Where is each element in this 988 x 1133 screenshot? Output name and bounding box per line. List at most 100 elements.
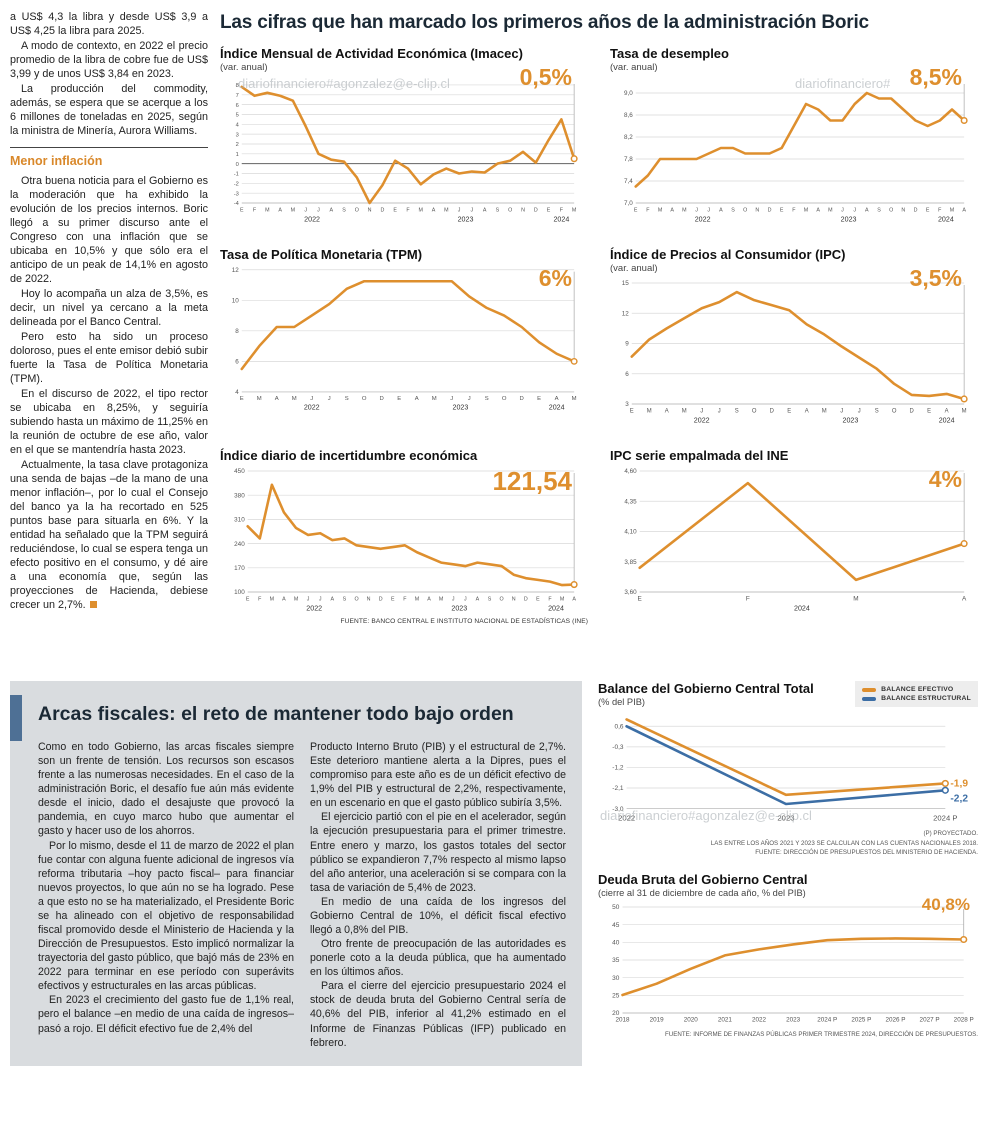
svg-text:20: 20: [612, 1010, 620, 1017]
svg-text:J: J: [307, 596, 310, 602]
svg-text:O: O: [743, 207, 747, 213]
svg-text:2022: 2022: [304, 405, 320, 412]
paragraph: Como en todo Gobierno, las arcas fiscale…: [38, 741, 294, 838]
svg-text:15: 15: [622, 280, 629, 287]
svg-text:8: 8: [235, 328, 239, 335]
paragraph: Actualmente, la tasa clave protagoniza u…: [10, 459, 208, 612]
svg-text:9,0: 9,0: [624, 90, 633, 97]
svg-text:M: M: [647, 408, 652, 414]
chart-imacec: Índice Mensual de Actividad Económica (I…: [220, 46, 588, 227]
svg-text:N: N: [521, 207, 525, 213]
svg-text:2022: 2022: [618, 814, 635, 823]
svg-text:M: M: [292, 396, 297, 402]
svg-text:J: J: [319, 596, 322, 602]
svg-text:J: J: [695, 207, 698, 213]
svg-text:J: J: [317, 207, 320, 213]
svg-text:J: J: [840, 408, 843, 414]
legend-item-estructural: BALANCE ESTRUCTURAL: [862, 695, 971, 702]
svg-text:-1: -1: [234, 172, 239, 178]
svg-text:J: J: [458, 207, 461, 213]
charts-grid: Índice Mensual de Actividad Económica (I…: [220, 46, 978, 625]
paragraph: En medio de una caída de los ingresos de…: [310, 895, 566, 937]
chart-title: Índice Mensual de Actividad Económica (I…: [220, 46, 523, 61]
svg-text:F: F: [258, 596, 262, 602]
svg-text:5: 5: [236, 113, 239, 119]
legend-item-efectivo: BALANCE EFECTIVO: [862, 686, 971, 693]
svg-text:A: A: [719, 207, 723, 213]
chart-legend: BALANCE EFECTIVO BALANCE ESTRUCTURAL: [855, 681, 978, 707]
svg-text:E: E: [246, 596, 250, 602]
chart-highlight-value: 40,8%: [921, 894, 970, 914]
svg-text:J: J: [718, 408, 721, 414]
svg-text:-2: -2: [234, 182, 239, 188]
svg-text:E: E: [537, 396, 541, 402]
article-intro: a US$ 4,3 la libra y desde US$ 3,9 a US$…: [10, 10, 208, 138]
svg-text:O: O: [362, 396, 367, 402]
svg-text:E: E: [536, 596, 540, 602]
legend-label: BALANCE ESTRUCTURAL: [881, 695, 971, 702]
svg-text:A: A: [962, 595, 967, 602]
chart-incertidumbre: Índice diario de incertidumbre económica…: [220, 448, 588, 625]
svg-text:-1,2: -1,2: [612, 765, 624, 772]
svg-text:2024: 2024: [548, 604, 564, 612]
chart-title: Balance del Gobierno Central Total: [598, 681, 814, 696]
svg-text:E: E: [787, 408, 791, 414]
svg-text:O: O: [355, 207, 359, 213]
svg-text:M: M: [560, 596, 565, 602]
svg-text:A: A: [483, 207, 487, 213]
svg-text:M: M: [658, 207, 663, 213]
svg-text:2024 P: 2024 P: [933, 814, 957, 823]
charts-section: Las cifras que han marcado los primeros …: [220, 10, 978, 625]
svg-text:J: J: [707, 207, 710, 213]
svg-text:40: 40: [612, 939, 620, 946]
chart-highlight-value: 3,5%: [909, 265, 962, 291]
chart-title: Tasa de desempleo: [610, 46, 729, 61]
chart-ipc-ine: IPC serie empalmada del INE 4% 4,60 4,35 4…: [610, 448, 978, 625]
svg-text:F: F: [253, 207, 257, 213]
top-section: a US$ 4,3 la libra y desde US$ 3,9 a US$…: [0, 0, 988, 625]
paragraph: Para el cierre del ejercicio presupuesta…: [310, 980, 566, 1049]
arcas-column-1: Como en todo Gobierno, las arcas fiscale…: [38, 740, 294, 1050]
svg-text:A: A: [275, 396, 279, 402]
svg-text:S: S: [496, 207, 500, 213]
svg-text:8,2: 8,2: [624, 134, 633, 141]
svg-text:S: S: [345, 396, 349, 402]
svg-text:2022: 2022: [306, 604, 322, 612]
svg-text:O: O: [892, 408, 897, 414]
svg-text:-3,0: -3,0: [612, 806, 624, 813]
paragraph: Otro frente de preocupación de las autor…: [310, 938, 566, 979]
svg-text:J: J: [858, 408, 861, 414]
paragraph: La producción del commodity, además, se …: [10, 83, 208, 138]
chart-highlight-value: 6%: [538, 265, 572, 291]
svg-text:2023: 2023: [458, 215, 474, 223]
svg-text:A: A: [572, 596, 576, 602]
svg-text:M: M: [291, 207, 296, 213]
svg-text:E: E: [780, 207, 784, 213]
svg-text:E: E: [240, 396, 244, 402]
svg-text:A: A: [282, 596, 286, 602]
paragraph: Por lo mismo, desde el 11 de marzo de 20…: [38, 839, 294, 993]
svg-text:2024 P: 2024 P: [817, 1016, 837, 1023]
svg-text:M: M: [822, 408, 827, 414]
line-chart-desempleo: 9,0 8,6 8,2 7,8 7,4 7,0 E F M A M J J A S O N D E F M A M J J A S O…: [610, 75, 978, 227]
svg-text:N: N: [755, 207, 759, 213]
svg-text:M: M: [682, 207, 687, 213]
svg-text:A: A: [865, 207, 869, 213]
chart-tpm: Tasa de Política Monetaria (TPM) 6% 12 10…: [220, 247, 588, 428]
svg-text:F: F: [406, 207, 410, 213]
svg-text:A: A: [278, 207, 282, 213]
article-subhead: Menor inflación: [10, 147, 208, 169]
svg-text:-1,9: -1,9: [950, 779, 968, 790]
svg-text:J: J: [304, 207, 307, 213]
svg-text:8,6: 8,6: [624, 112, 633, 119]
svg-text:2023: 2023: [453, 405, 469, 412]
line-chart-balance: 0,6 -0,3 -1,2 -2,1 -3,0 2022 2023 2024 P -1,9 -2,…: [598, 709, 978, 827]
svg-text:M: M: [950, 207, 955, 213]
arcas-panel: Arcas fiscales: el reto de mantener todo…: [10, 681, 582, 1066]
svg-text:M: M: [682, 408, 687, 414]
svg-text:M: M: [265, 207, 270, 213]
svg-text:M: M: [257, 396, 262, 402]
svg-text:E: E: [391, 596, 395, 602]
svg-text:100: 100: [234, 589, 245, 596]
line-chart-ipc: 15 12 9 6 3 E M A M J J S O D E A M J J S O D E A M 2022 2023 2024: [610, 276, 978, 428]
